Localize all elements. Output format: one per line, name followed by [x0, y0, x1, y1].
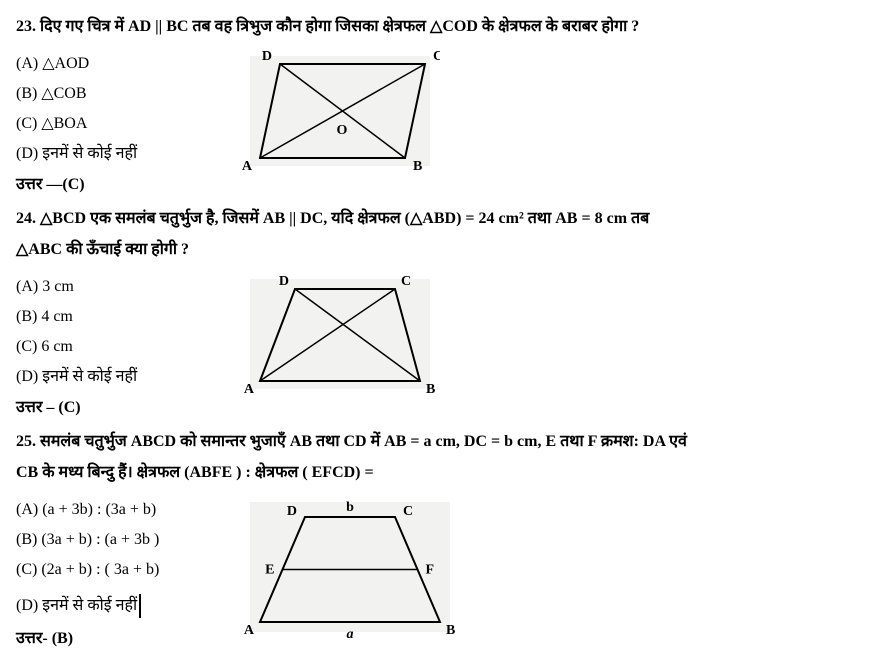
svg-text:A: A: [244, 382, 255, 397]
q25-opt-c: (C) (2a + b) : ( 3a + b): [16, 558, 216, 582]
svg-text:A: A: [244, 623, 255, 638]
svg-text:E: E: [265, 562, 274, 577]
svg-text:D: D: [262, 49, 272, 64]
q25-number: 25.: [16, 433, 36, 450]
q23-text: 23. दिए गए चित्र में AD || BC तब वह त्रि…: [16, 16, 880, 38]
svg-text:O: O: [337, 123, 348, 138]
q25-body: समलंब चतुर्भुज ABCD को समान्तर भुजाएँ AB…: [40, 433, 687, 450]
q24-opt-c: (C) 6 cm: [16, 335, 216, 359]
svg-text:D: D: [287, 504, 297, 519]
q25-figure: A B C D E Fb a: [240, 492, 460, 642]
svg-text:a: a: [347, 627, 354, 642]
svg-text:C: C: [401, 274, 411, 289]
svg-text:F: F: [426, 562, 435, 577]
q24-opt-a: (A) 3 cm: [16, 275, 216, 299]
svg-text:B: B: [413, 159, 422, 174]
q25-opt-a: (A) (a + 3b) : (3a + b): [16, 498, 216, 522]
q23-figure: A B C D O: [240, 46, 440, 176]
q25-text2: CB के मध्य बिन्दु हैं। क्षेत्रफल (ABFE )…: [16, 462, 880, 484]
svg-text:C: C: [433, 49, 440, 64]
q24-text: 24. △BCD एक समलंब चतुर्भुज है, जिसमें AB…: [16, 208, 880, 230]
q24-text2: △ABC की ऊँचाई क्या होगी ?: [16, 239, 880, 261]
q23-opt-c: (C) △BOA: [16, 112, 216, 136]
q24-opt-b: (B) 4 cm: [16, 305, 216, 329]
q25-opt-b: (B) (3a + b) : (a + 3b ): [16, 528, 216, 552]
q25-answer: उत्तर- (B): [16, 626, 216, 648]
svg-text:B: B: [446, 623, 455, 638]
q23-body: दिए गए चित्र में AD || BC तब वह त्रिभुज …: [40, 18, 639, 35]
q24-opt-d: (D) इनमें से कोई नहीं: [16, 365, 216, 389]
q24-number: 24.: [16, 210, 36, 227]
q24-options: (A) 3 cm (B) 4 cm (C) 6 cm (D) इनमें से …: [16, 269, 216, 427]
q23-options: (A) △AOD (B) △COB (C) △BOA (D) इनमें से …: [16, 46, 216, 204]
q23-row: (A) △AOD (B) △COB (C) △BOA (D) इनमें से …: [16, 46, 880, 204]
q24-figure: A B C D: [240, 269, 440, 399]
q25-options: (A) (a + 3b) : (3a + b) (B) (3a + b) : (…: [16, 492, 216, 658]
q24-body: △BCD एक समलंब चतुर्भुज है, जिसमें AB || …: [40, 210, 649, 227]
svg-text:C: C: [403, 504, 413, 519]
q23-opt-b: (B) △COB: [16, 82, 216, 106]
q24-row: (A) 3 cm (B) 4 cm (C) 6 cm (D) इनमें से …: [16, 269, 880, 427]
q25-text: 25. समलंब चतुर्भुज ABCD को समान्तर भुजाए…: [16, 431, 880, 453]
q23-opt-d: (D) इनमें से कोई नहीं: [16, 142, 216, 166]
svg-text:A: A: [242, 159, 253, 174]
svg-text:b: b: [346, 500, 354, 515]
svg-text:B: B: [426, 382, 435, 397]
svg-text:D: D: [279, 274, 289, 289]
q23-number: 23.: [16, 18, 36, 35]
q25-opt-d: (D) इनमें से कोई नहीं: [16, 594, 141, 618]
q23-answer: उत्तर —(C): [16, 172, 216, 194]
q24-answer: उत्तर – (C): [16, 395, 216, 417]
q25-row: (A) (a + 3b) : (3a + b) (B) (3a + b) : (…: [16, 492, 880, 658]
q23-opt-a: (A) △AOD: [16, 52, 216, 76]
